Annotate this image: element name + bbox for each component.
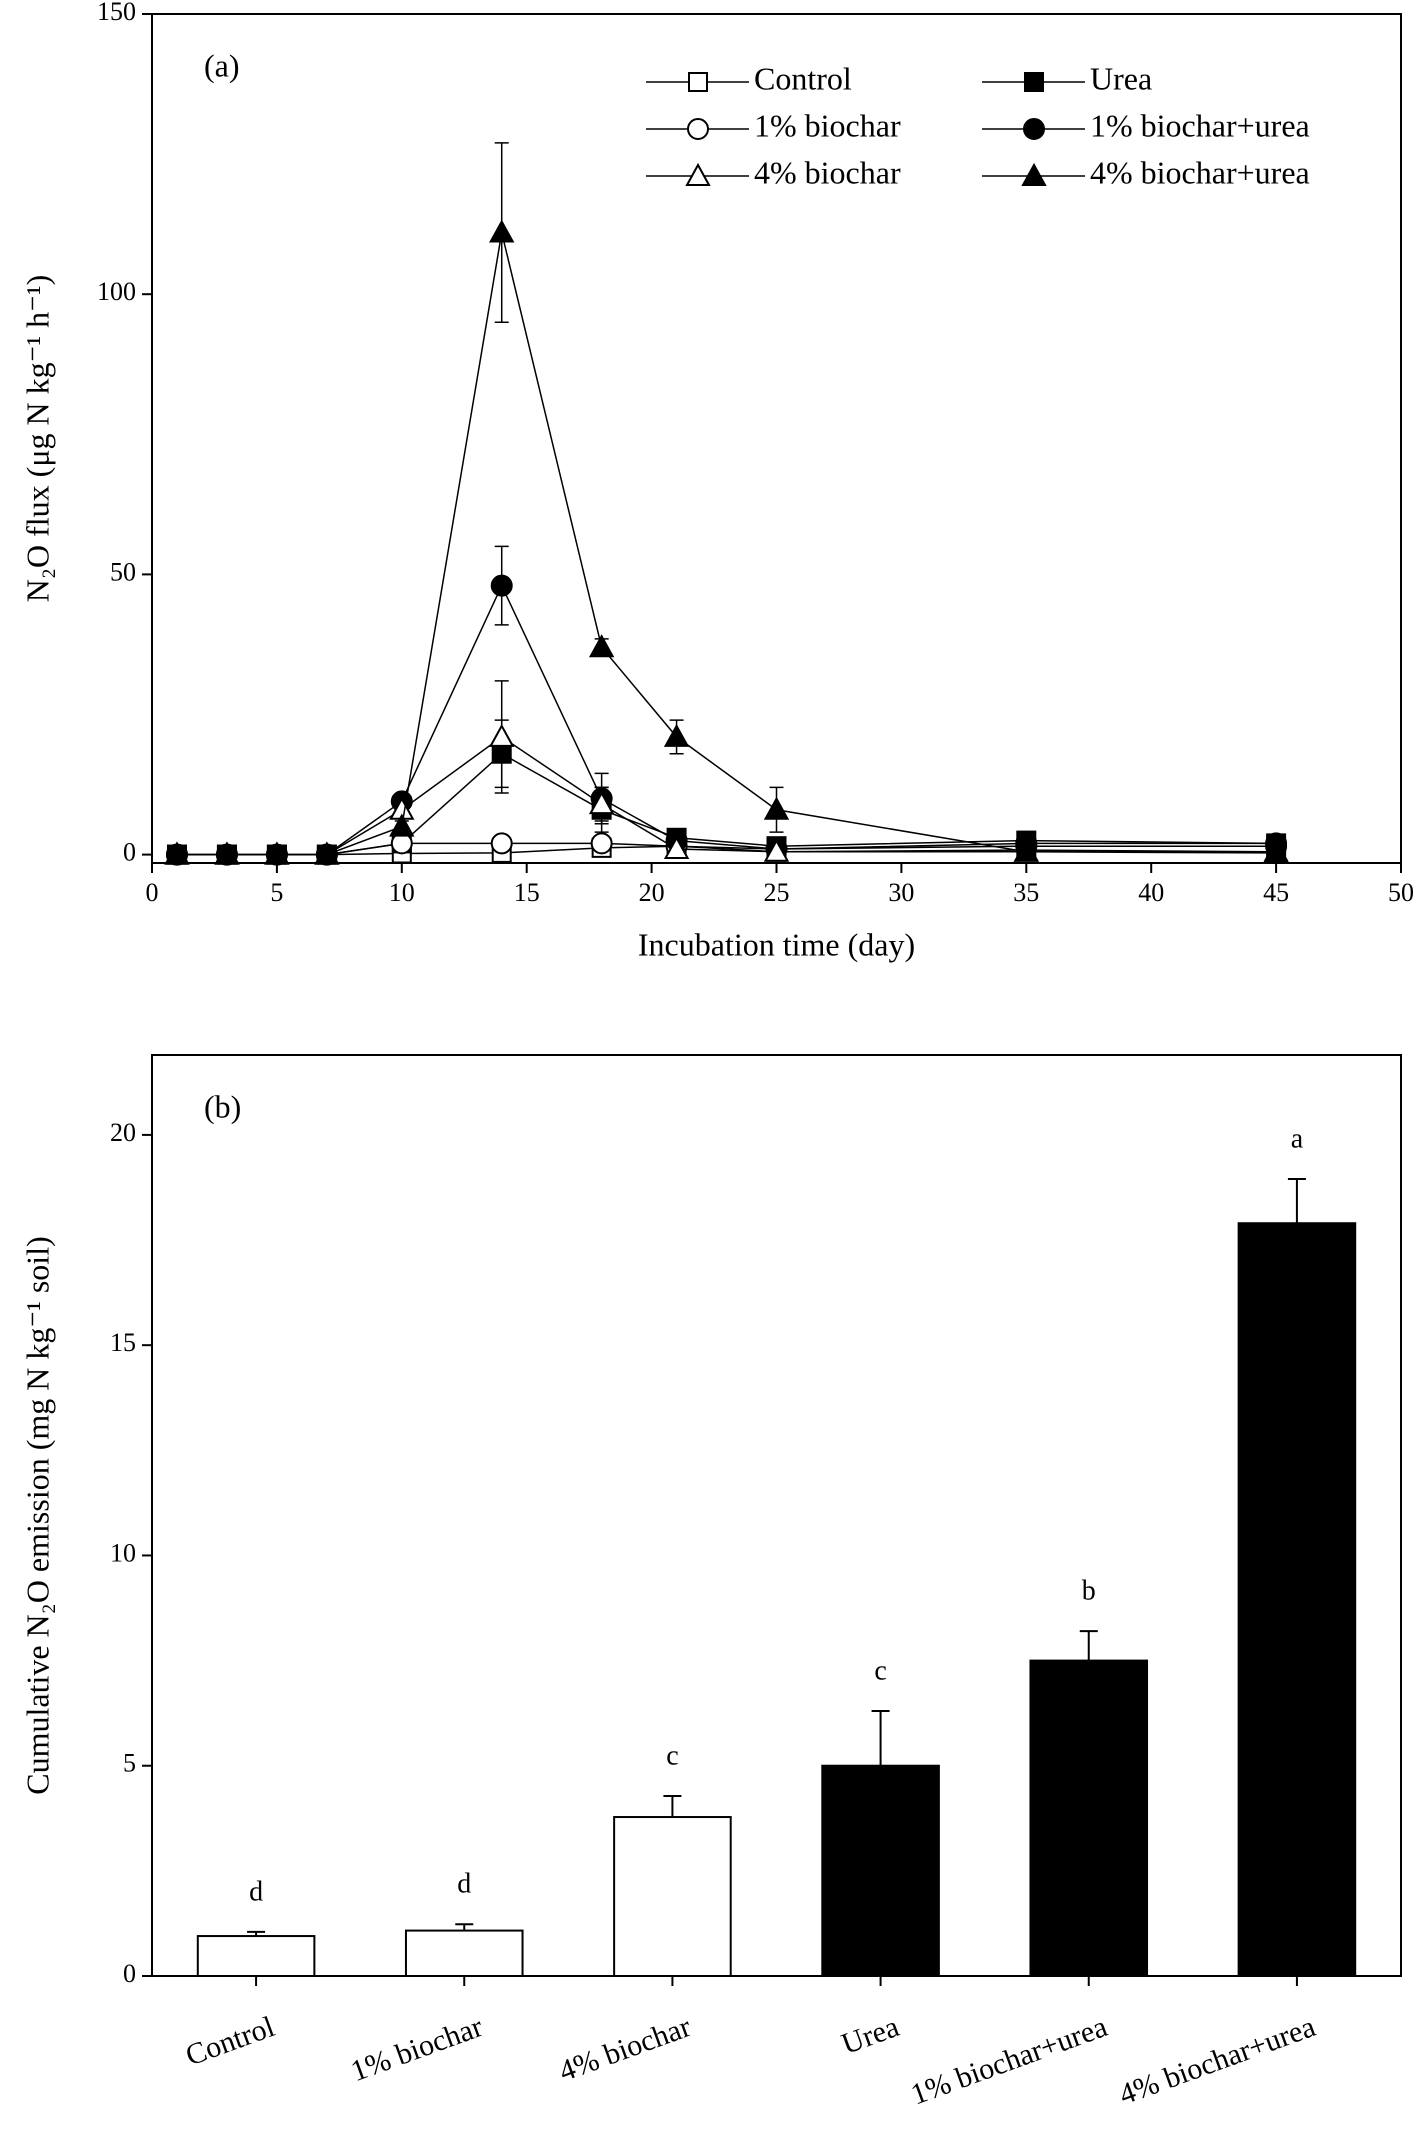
error-bar: [1287, 1178, 1306, 1224]
annotation: b: [1082, 1576, 1096, 1607]
x-tick-label: 50: [1388, 878, 1414, 907]
error-bar: [1079, 1630, 1098, 1661]
y-tick-label: 0: [123, 838, 136, 867]
data-point: [588, 791, 615, 815]
error-bar: [871, 1710, 890, 1766]
y-tick-label: 100: [97, 277, 136, 306]
annotation: c: [666, 1740, 678, 1771]
legend-label: 4% biochar: [754, 154, 901, 190]
legend-marker: [1021, 162, 1047, 186]
x-tick-label: 30: [888, 878, 914, 907]
x-tick-label: 25: [764, 878, 790, 907]
data-point: [489, 219, 515, 243]
legend-marker: [1024, 72, 1044, 92]
data-point: [264, 841, 290, 865]
x-axis-title: Incubation time (day): [638, 926, 915, 962]
error-bar: [247, 1930, 266, 1937]
legend-label: 1% biochar+urea: [1090, 107, 1310, 143]
legend-marker: [1023, 118, 1045, 140]
data-point: [164, 841, 190, 865]
panel-label: (b): [204, 1088, 241, 1124]
x-tick-label: 4% biochar: [555, 2010, 695, 2088]
x-tick-label: 45: [1263, 878, 1289, 907]
data-point: [314, 841, 340, 865]
annotation: a: [1291, 1123, 1304, 1154]
data-point: [588, 634, 615, 658]
annotation: c: [874, 1655, 886, 1686]
annotation: d: [249, 1876, 263, 1907]
legend-label: 1% biochar: [754, 107, 901, 143]
data-point: [389, 813, 415, 837]
series-line: [176, 583, 1277, 856]
data-point: [490, 832, 513, 855]
x-tick-label: 35: [1013, 878, 1039, 907]
legend-marker: [688, 72, 708, 92]
error-bar: [663, 1795, 682, 1818]
data-point: [663, 835, 690, 859]
bar: [821, 1764, 940, 1978]
annotation: d: [457, 1869, 471, 1900]
y-axis-title: N₂O flux (μg N kg⁻¹ h⁻¹): [19, 275, 55, 602]
bar: [613, 1816, 732, 1977]
data-point: [214, 841, 240, 865]
x-tick-label: 1% biochar: [347, 2010, 487, 2088]
x-tick-label: 15: [514, 878, 540, 907]
data-point: [1013, 838, 1039, 862]
x-tick-label: 20: [639, 878, 665, 907]
legend-marker: [685, 162, 711, 186]
legend-marker: [687, 118, 709, 140]
data-point: [763, 838, 790, 862]
y-axis-title: Cumulative N₂O emission (mg N kg⁻¹ soil): [19, 1236, 55, 1795]
data-point: [1263, 839, 1289, 863]
x-tick-label: Control: [181, 2010, 278, 2072]
x-tick-label: 4% biochar+urea: [1115, 2010, 1320, 2111]
y-tick-label: 15: [110, 1328, 136, 1357]
x-tick-label: Urea: [837, 2010, 903, 2061]
legend-label: Urea: [1090, 60, 1152, 96]
error-bar: [455, 1923, 474, 1931]
y-tick-label: 20: [110, 1118, 136, 1147]
data-point: [489, 723, 515, 747]
x-tick-label: 1% biochar+urea: [907, 2010, 1112, 2111]
y-tick-label: 150: [97, 0, 136, 26]
x-tick-label: 5: [270, 878, 283, 907]
legend-label: 4% biochar+urea: [1090, 154, 1310, 190]
y-tick-label: 5: [123, 1749, 136, 1778]
data-point: [763, 796, 790, 820]
bar: [404, 1929, 524, 1977]
data-point: [490, 574, 513, 597]
y-tick-label: 0: [123, 1959, 136, 1988]
panel-label: (a): [204, 47, 240, 83]
series-line: [176, 735, 1277, 856]
x-tick-label: 40: [1138, 878, 1164, 907]
data-point: [663, 723, 690, 747]
bar: [1029, 1659, 1149, 1977]
series-line: [176, 232, 1277, 856]
series-line: [176, 752, 1277, 856]
y-tick-label: 50: [110, 557, 136, 586]
x-tick-label: 10: [389, 878, 415, 907]
data-point: [590, 832, 613, 855]
bar: [1237, 1222, 1357, 1978]
legend-label: Control: [754, 60, 852, 96]
y-tick-label: 10: [110, 1538, 136, 1567]
bar: [196, 1935, 316, 1978]
plot-frame: [151, 1054, 1402, 1977]
x-tick-label: 0: [146, 878, 159, 907]
